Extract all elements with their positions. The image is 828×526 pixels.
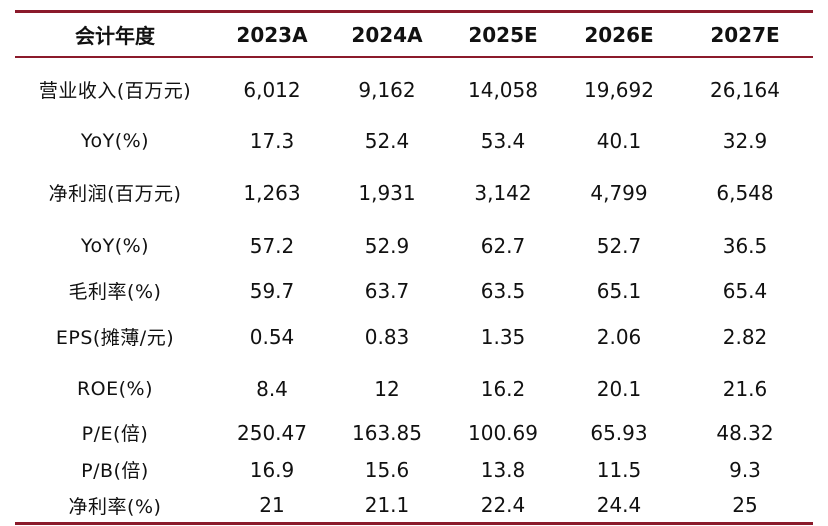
value-cell: 65.1: [596, 278, 642, 303]
value-cell: 52.4: [364, 128, 410, 153]
table-row: ROE(%) 8.4 12 16.2 20.1 21.6: [15, 364, 813, 414]
value-cell: 48.32: [716, 420, 774, 445]
value-cell: 52.9: [364, 233, 410, 258]
value-cell: 13.8: [480, 457, 526, 482]
value-cell: 1.35: [480, 324, 526, 349]
table-row: P/E(倍) 250.47 163.85 100.69 65.93 48.32: [15, 414, 813, 451]
value-cell: 3,142: [474, 180, 532, 205]
value-cell: 52.7: [596, 233, 642, 258]
value-cell: 19,692: [584, 77, 654, 102]
header-cell-2023a: 2023A: [215, 10, 329, 58]
table-row: 净利率(%) 21 21.1 22.4 24.4 25: [15, 488, 813, 525]
value-cell: 9,162: [358, 77, 416, 102]
header-cell-2027e: 2027E: [677, 10, 813, 58]
value-cell: 25: [677, 488, 813, 525]
row-label-cell: 毛利率(%): [68, 281, 162, 303]
row-label-cell: P/E(倍): [81, 423, 149, 445]
table-row: 净利润(百万元) 1,263 1,931 3,142 4,799 6,548: [15, 166, 813, 219]
value-cell: 0.54: [249, 324, 295, 349]
value-cell: 12: [374, 377, 400, 401]
table-row: YoY(%) 57.2 52.9 62.7 52.7 36.5: [15, 219, 813, 272]
table-row: 营业收入(百万元) 6,012 9,162 14,058 19,692 26,164: [15, 57, 813, 115]
value-cell: 24.4: [561, 488, 677, 525]
row-label-cell: YoY(%): [80, 234, 150, 257]
value-cell: 1,931: [358, 180, 416, 205]
value-cell: 14,058: [468, 77, 538, 102]
header-row: 会计年度 2023A 2024A 2025E 2026E 2027E: [15, 10, 813, 58]
value-cell: 62.7: [480, 233, 526, 258]
table-row: YoY(%) 17.3 52.4 53.4 40.1 32.9: [15, 115, 813, 166]
header-cell-2026e: 2026E: [561, 10, 677, 58]
financial-forecast-table: 会计年度 2023A 2024A 2025E 2026E 2027E 营业收入(…: [15, 10, 813, 525]
value-cell: 65.4: [722, 278, 768, 303]
value-cell: 20.1: [596, 377, 642, 401]
value-cell: 65.93: [590, 420, 648, 445]
value-cell: 21: [215, 488, 329, 525]
header-cell-2025e: 2025E: [445, 10, 561, 58]
value-cell: 16.2: [480, 377, 526, 401]
table-row: P/B(倍) 16.9 15.6 13.8 11.5 9.3: [15, 451, 813, 488]
row-label-cell: ROE(%): [76, 378, 154, 400]
value-cell: 2.82: [722, 324, 768, 349]
header-cell-2024a: 2024A: [329, 10, 445, 58]
header-cell-metric: 会计年度: [15, 10, 215, 58]
value-cell: 36.5: [722, 233, 768, 258]
value-cell: 0.83: [364, 324, 410, 349]
value-cell: 16.9: [249, 457, 295, 482]
value-cell: 26,164: [710, 77, 780, 102]
value-cell: 40.1: [596, 128, 642, 153]
value-cell: 1,263: [243, 180, 301, 205]
value-cell: 6,012: [243, 77, 301, 102]
value-cell: 250.47: [237, 420, 307, 445]
value-cell: 17.3: [249, 128, 295, 153]
row-label-cell: EPS(摊薄/元): [55, 327, 175, 349]
table-row: EPS(摊薄/元) 0.54 0.83 1.35 2.06 2.82: [15, 309, 813, 364]
value-cell: 22.4: [445, 488, 561, 525]
row-label-cell: 净利率(%): [15, 488, 215, 525]
value-cell: 100.69: [468, 420, 538, 445]
value-cell: 4,799: [590, 180, 648, 205]
value-cell: 53.4: [480, 128, 526, 153]
value-cell: 21.1: [329, 488, 445, 525]
row-label-cell: YoY(%): [80, 129, 150, 152]
value-cell: 9.3: [729, 457, 761, 482]
value-cell: 57.2: [249, 233, 295, 258]
value-cell: 59.7: [249, 278, 295, 303]
value-cell: 2.06: [596, 324, 642, 349]
value-cell: 11.5: [596, 457, 642, 482]
value-cell: 63.5: [480, 278, 526, 303]
value-cell: 6,548: [716, 180, 774, 205]
value-cell: 8.4: [256, 377, 288, 401]
row-label-cell: P/B(倍): [81, 460, 149, 482]
table-body: 营业收入(百万元) 6,012 9,162 14,058 19,692 26,164 YoY…: [15, 57, 813, 525]
table-row: 毛利率(%) 59.7 63.7 63.5 65.1 65.4: [15, 272, 813, 309]
value-cell: 21.6: [722, 377, 768, 401]
value-cell: 163.85: [352, 420, 422, 445]
value-cell: 15.6: [364, 457, 410, 482]
value-cell: 32.9: [722, 128, 768, 153]
value-cell: 63.7: [364, 278, 410, 303]
row-label-cell: 净利润(百万元): [48, 183, 182, 205]
row-label-cell: 营业收入(百万元): [38, 80, 192, 102]
